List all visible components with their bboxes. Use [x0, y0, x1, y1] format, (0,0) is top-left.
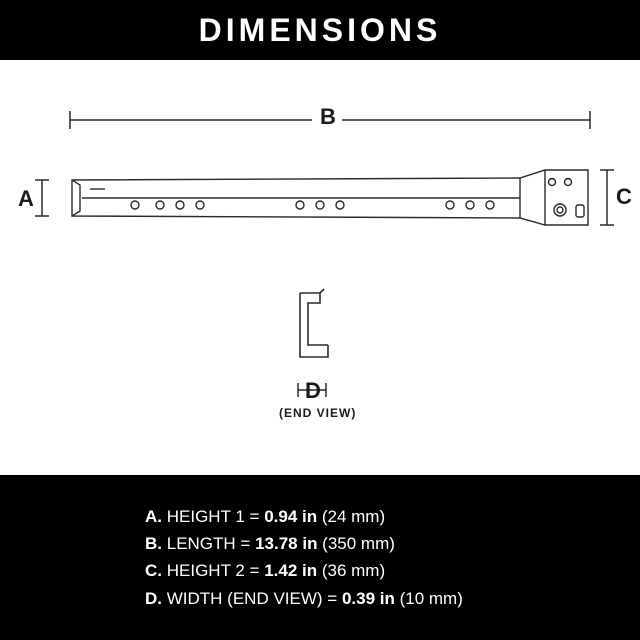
diagram-area: B — [0, 60, 640, 475]
spec-value: 0.94 in — [264, 507, 317, 526]
spec-label: HEIGHT 2 = — [167, 561, 264, 580]
spec-row-a: A. HEIGHT 1 = 0.94 in (24 mm) — [145, 503, 640, 530]
spec-letter: C. — [145, 561, 162, 580]
spec-label: WIDTH (END VIEW) = — [167, 589, 342, 608]
spec-value: 13.78 in — [255, 534, 317, 553]
spec-label: LENGTH = — [167, 534, 255, 553]
end-view-caption: (END VIEW) — [279, 406, 356, 420]
spec-letter: B. — [145, 534, 162, 553]
spec-metric: (24 mm) — [317, 507, 385, 526]
spec-label: HEIGHT 1 = — [167, 507, 264, 526]
spec-metric: (10 mm) — [395, 589, 463, 608]
spec-value: 0.39 in — [342, 589, 395, 608]
spec-letter: A. — [145, 507, 162, 526]
spec-metric: (350 mm) — [317, 534, 394, 553]
spec-row-d: D. WIDTH (END VIEW) = 0.39 in (10 mm) — [145, 585, 640, 612]
page-title: DIMENSIONS — [0, 0, 640, 60]
spec-value: 1.42 in — [264, 561, 317, 580]
spec-table: A. HEIGHT 1 = 0.94 in (24 mm) B. LENGTH … — [0, 475, 640, 640]
spec-metric: (36 mm) — [317, 561, 385, 580]
title-text: DIMENSIONS — [199, 12, 442, 49]
spec-row-c: C. HEIGHT 2 = 1.42 in (36 mm) — [145, 557, 640, 584]
label-d: D — [305, 378, 321, 404]
spec-letter: D. — [145, 589, 162, 608]
dimension-d-line — [0, 60, 640, 420]
spec-row-b: B. LENGTH = 13.78 in (350 mm) — [145, 530, 640, 557]
